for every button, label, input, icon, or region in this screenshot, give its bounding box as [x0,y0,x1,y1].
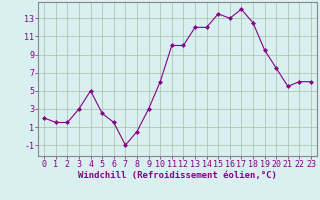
X-axis label: Windchill (Refroidissement éolien,°C): Windchill (Refroidissement éolien,°C) [78,171,277,180]
